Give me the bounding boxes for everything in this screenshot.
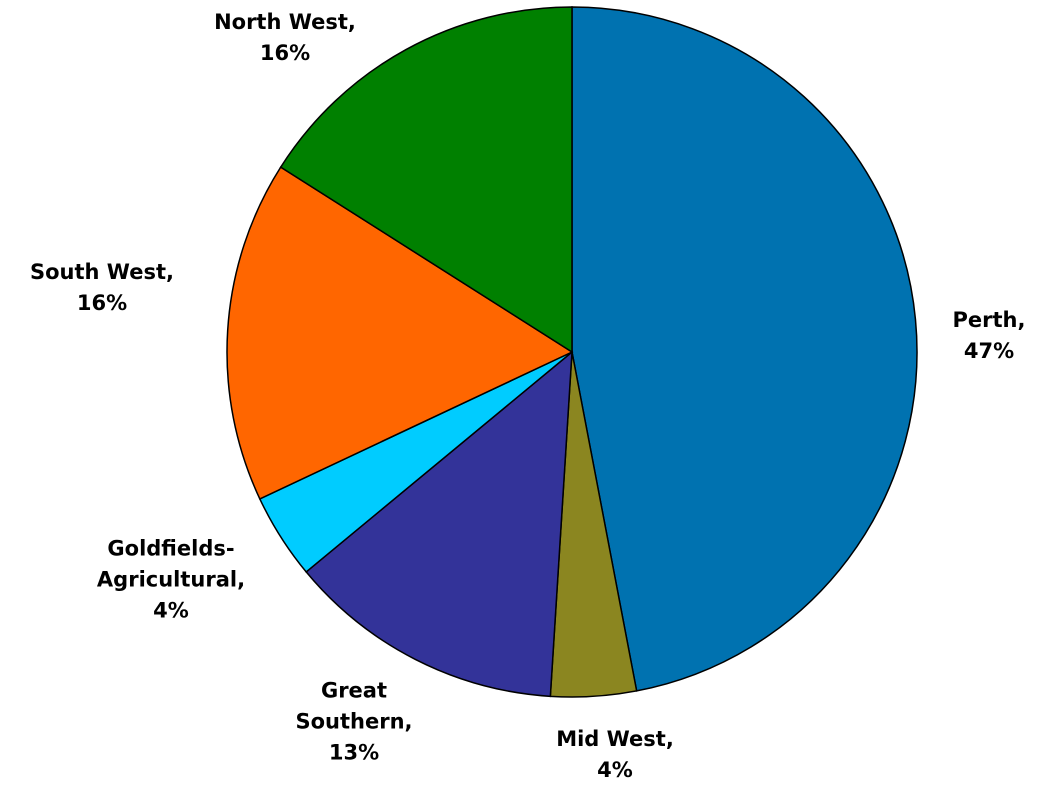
slice-label-line: North West, [214, 10, 356, 34]
slice-label-great-southern: Great Southern, 13% [295, 676, 412, 769]
slice-label-line: 4% [153, 598, 189, 623]
pie-slice-perth [571, 6, 918, 692]
slice-label-line: Goldfields- [107, 536, 235, 561]
slice-label-south-west: South West, 16% [30, 257, 174, 319]
slice-label-line: 16% [259, 41, 311, 65]
slice-label-line: Agricultural, [96, 567, 246, 592]
pie-slices [226, 6, 918, 698]
slice-label-line: Mid West, [556, 727, 674, 751]
slice-label-line: Southern, [295, 709, 413, 734]
pie-slice-great-southern [305, 350, 573, 698]
slice-label-perth: Perth, 47% [953, 305, 1026, 367]
slice-label-line: Great [320, 678, 388, 703]
slice-label-line: 47% [963, 339, 1015, 363]
slice-label-mid-west: Mid West, 4% [556, 724, 674, 786]
slice-label-goldfields-agricultural: Goldfields- Agricultural, 4% [97, 534, 245, 627]
pie-slice-north-west [279, 6, 573, 354]
slice-label-line: 4% [597, 758, 633, 782]
slice-label-line: 13% [328, 740, 380, 765]
slice-label-line: Perth, [952, 308, 1026, 332]
slice-label-north-west: North West, 16% [214, 7, 356, 69]
pie-slice-south-west [226, 166, 574, 500]
slice-label-line: 16% [76, 291, 128, 315]
slice-label-line: South West, [30, 260, 174, 284]
